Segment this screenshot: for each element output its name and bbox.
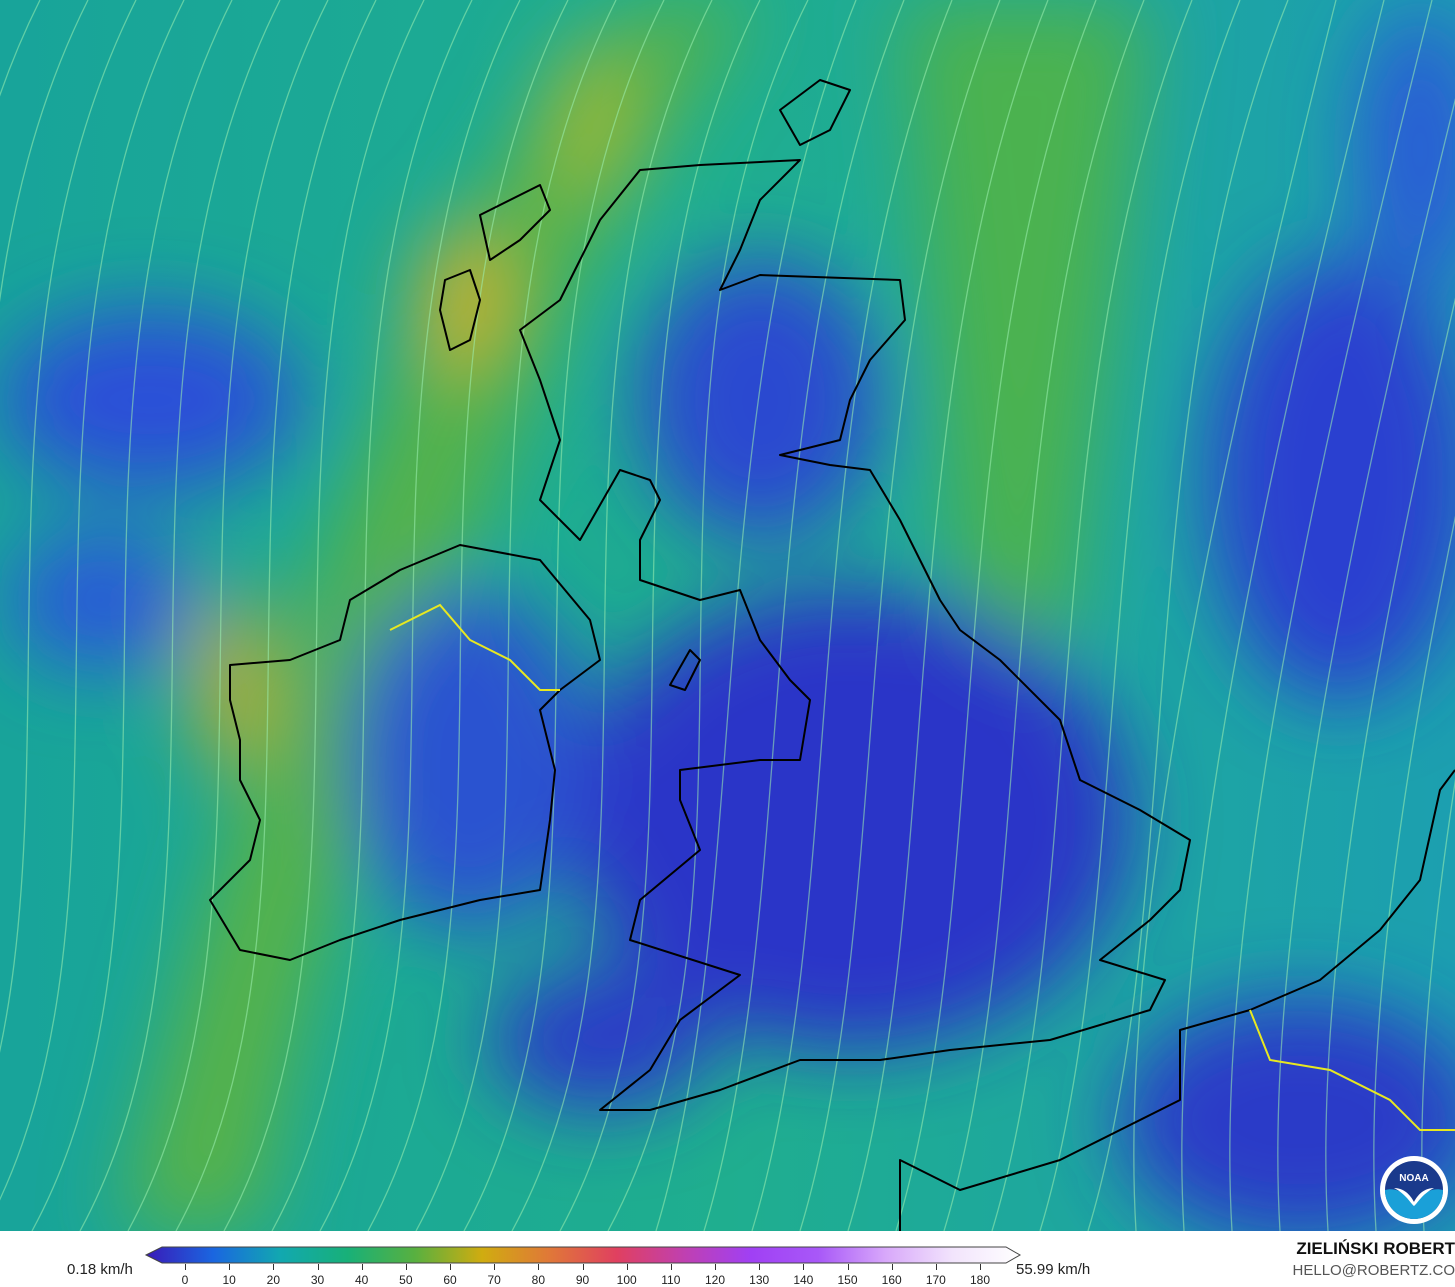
- colorbar-tick-mark: [582, 1264, 584, 1270]
- colorbar-tick-mark: [229, 1264, 231, 1270]
- colorbar-tick-mark: [847, 1264, 849, 1270]
- colorbar-tick-label: 160: [881, 1273, 902, 1287]
- legend-footer: 0.18 km/h 0 10 20 30 40 50 60 70 80 90 100 110 120 13…: [0, 1231, 1455, 1287]
- streamline: [751, 0, 953, 1231]
- streamline: [415, 0, 617, 1231]
- streamline: [655, 0, 857, 1231]
- colorbar-tick-label: 70: [487, 1273, 501, 1287]
- colorbar-tick-mark: [891, 1264, 893, 1270]
- streamline: [127, 0, 329, 1231]
- colorbar-tick-mark: [450, 1264, 451, 1270]
- colorbar-tick-label: 10: [222, 1273, 236, 1287]
- streamlines: [0, 0, 1455, 1231]
- ireland-coastline: [209, 544, 601, 961]
- belgium-france-border: [1249, 1009, 1455, 1131]
- colorbar-tick-label: 90: [575, 1273, 590, 1287]
- outer-hebrides-coastline: [439, 184, 551, 351]
- legend-max-label: 55.99 km/h: [1016, 1261, 1091, 1278]
- streamline: [31, 0, 233, 1231]
- streamline: [271, 0, 473, 1231]
- europe-coastline: [899, 769, 1455, 1231]
- colorbar-tick-label: 30: [310, 1273, 325, 1287]
- streamline: [1421, 778, 1455, 1231]
- colorbar-tick-mark: [185, 1264, 186, 1270]
- streamline: [1133, 0, 1337, 1231]
- colorbar-tick-label: 80: [531, 1273, 546, 1287]
- streamline: [943, 0, 1145, 1231]
- colorbar: [144, 1246, 1022, 1264]
- streamline: [1039, 0, 1241, 1231]
- streamline: [511, 0, 713, 1231]
- colorbar-tick-mark: [759, 1264, 761, 1270]
- colorbar-tick-mark: [273, 1264, 275, 1270]
- author-email: HELLO@ROBERTZ.CO: [1292, 1262, 1455, 1279]
- orkney-coastline: [779, 79, 851, 146]
- streamline: [0, 0, 89, 303]
- streamline: [991, 0, 1193, 1231]
- noaa-logo: NOAA: [1380, 1156, 1448, 1224]
- colorbar-tick-mark: [935, 1264, 937, 1270]
- author-name: ZIELIŃSKI ROBERT: [1296, 1239, 1455, 1258]
- colorbar-tick-label: 40: [354, 1273, 369, 1287]
- colorbar-tick-label: 150: [837, 1273, 858, 1287]
- colorbar-tick-mark: [494, 1264, 496, 1270]
- colorbar-tick-mark: [670, 1264, 672, 1270]
- isle-of-man-coastline: [669, 649, 701, 691]
- colorbar-tick-label: 50: [399, 1273, 413, 1287]
- colorbar-tick-mark: [538, 1264, 540, 1270]
- streamline: [799, 0, 1001, 1231]
- streamline: [367, 0, 569, 1231]
- colorbar-tick-label: 100: [616, 1273, 637, 1287]
- noaa-logo-text: NOAA: [1399, 1173, 1428, 1184]
- colorbar-tick-mark: [361, 1264, 363, 1270]
- streamline: [1181, 0, 1385, 1231]
- streamline: [1229, 0, 1433, 1231]
- streamline: [1087, 0, 1289, 1231]
- streamline: [607, 0, 809, 1231]
- colorbar-tick-label: 60: [443, 1273, 457, 1287]
- colorbar-tick-label: 170: [925, 1273, 946, 1287]
- colorbar-tick-mark: [715, 1264, 716, 1270]
- colorbar-tick-label: 130: [749, 1273, 770, 1287]
- streamline: [1277, 97, 1455, 1231]
- streamline: [847, 0, 1049, 1231]
- streamline: [559, 0, 761, 1231]
- colorbar-tick-label: 180: [969, 1273, 991, 1287]
- colorbar-tick-mark: [980, 1264, 981, 1270]
- streamline: [1325, 297, 1455, 1231]
- wind-field: [0, 0, 1455, 1231]
- colorbar-tick-mark: [626, 1264, 628, 1270]
- streamline: [319, 0, 521, 1231]
- great-britain-coastline: [519, 159, 1191, 1111]
- northern-ireland-border: [389, 603, 560, 691]
- colorbar-tick-mark: [405, 1264, 407, 1270]
- streamline: [0, 0, 185, 1201]
- streamline: [703, 0, 905, 1231]
- streamline: [0, 0, 137, 1053]
- colorbar-tick-label: 0: [181, 1273, 189, 1287]
- streamline: [79, 0, 281, 1231]
- landmasses: [209, 79, 1455, 1231]
- colorbar-tick-mark: [803, 1264, 805, 1270]
- colorbar-tick-label: 110: [661, 1273, 681, 1287]
- legend-min-label: 0.18 km/h: [67, 1261, 133, 1278]
- streamline: [175, 0, 377, 1231]
- colorbar-tick-label: 120: [704, 1273, 726, 1287]
- streamline: [223, 0, 425, 1231]
- colorbar-tick-label: 20: [266, 1273, 281, 1287]
- streamline: [1373, 515, 1455, 1231]
- colorbar-tick-mark: [317, 1264, 319, 1270]
- streamline: [463, 0, 665, 1231]
- streamline: [895, 0, 1097, 1231]
- colorbar-tick-label: 140: [793, 1273, 814, 1287]
- wind-map: NOAA: [0, 0, 1455, 1231]
